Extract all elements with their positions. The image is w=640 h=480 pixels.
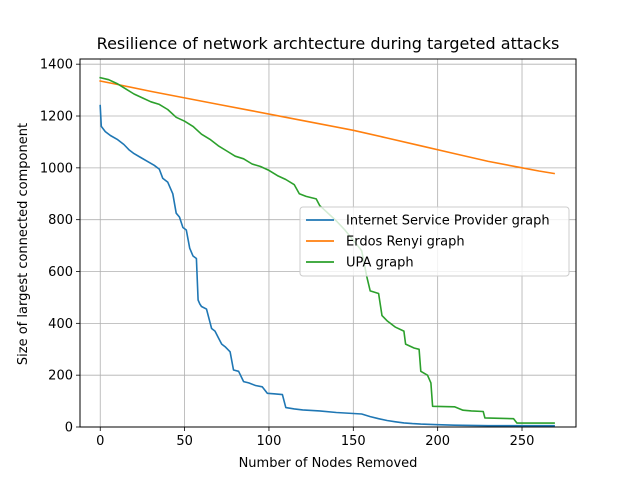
legend: Internet Service Provider graph Erdos Ren…: [299, 206, 570, 277]
x-tick-label: 50: [176, 434, 193, 449]
legend-box: [299, 206, 570, 277]
x-tick-label: 250: [510, 434, 535, 449]
axis-ticks: 0 50 100 150 200 250 0 200 400 600 800 1000 1200 1400: [40, 58, 535, 449]
x-axis-label: Number of Nodes Removed: [239, 456, 418, 471]
x-tick-label: 0: [96, 434, 104, 449]
y-tick-label: 200: [48, 369, 73, 384]
series-line-1: [99, 104, 555, 427]
series-line-2: [99, 80, 556, 175]
y-tick-label: 1000: [40, 161, 73, 176]
y-tick-label: 600: [48, 265, 73, 280]
x-tick-label: 200: [425, 434, 450, 449]
y-tick-label: 1400: [40, 58, 73, 73]
data-series: [99, 76, 556, 427]
x-tick-label: 150: [341, 434, 366, 449]
legend-label-2: Erdos Renyi graph: [346, 235, 465, 250]
legend-label-3: UPA graph: [346, 256, 414, 271]
x-tick-label: 100: [257, 434, 282, 449]
y-tick-label: 800: [48, 213, 73, 228]
y-tick-label: 400: [48, 317, 73, 332]
plot-area-frame: [79, 58, 577, 428]
chart-title: Resilience of network archtecture during…: [97, 34, 560, 53]
legend-label-1: Internet Service Provider graph: [346, 214, 550, 229]
y-tick-label: 1200: [40, 110, 73, 125]
y-axis-label: Size of largest connected component: [16, 123, 31, 365]
y-tick-label: 0: [65, 421, 73, 436]
series-line-3: [99, 76, 555, 424]
